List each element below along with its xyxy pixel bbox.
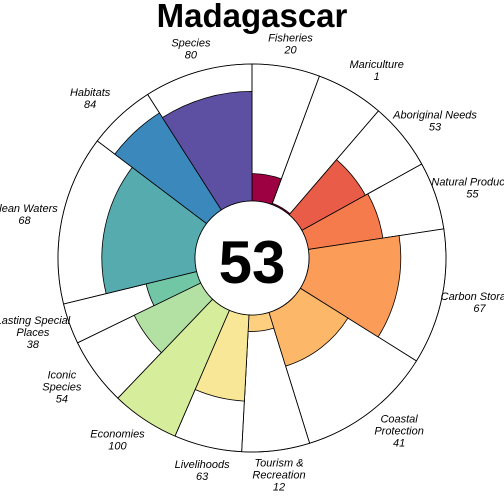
inner-circle — [194, 200, 310, 316]
petal-labels: Fisheries 20 Mariculture 1 Aboriginal Needs 5… — [0, 32, 504, 493]
petal-label-aboriginal-needs: Aboriginal Needs 53 — [392, 109, 477, 133]
petal-label-tourism-recreation: Tourism & Recreation 12 — [252, 457, 305, 493]
petal-label-livelihoods: Livelihoods 63 — [175, 459, 231, 483]
petal-label-coastal-protection: Coastal Protection 41 — [374, 414, 424, 450]
petal-label-economies: Economies 100 — [90, 429, 145, 453]
outer-ring — [57, 63, 447, 453]
petal-label-natural-products: Natural Products55 — [431, 177, 504, 201]
petal-label-habitats: Habitats 84 — [70, 87, 111, 111]
petal-fills — [101, 90, 402, 437]
petal-label-carbon-storage: Carbon Storage67 — [441, 291, 504, 315]
petal-label-fisheries: Fisheries 20 — [268, 32, 313, 56]
chart-title: Madagascar — [157, 0, 348, 34]
petal-label-mariculture: Mariculture 1 — [349, 59, 403, 83]
center-score: 53 — [219, 229, 286, 296]
petal-label-lasting-special-places: Lasting Special Places 38 — [0, 315, 71, 351]
petal-label-species: Species 80 — [171, 38, 211, 62]
petal-fisheries — [251, 173, 282, 206]
petal-label-iconic-species: Iconic Species 54 — [42, 369, 82, 405]
